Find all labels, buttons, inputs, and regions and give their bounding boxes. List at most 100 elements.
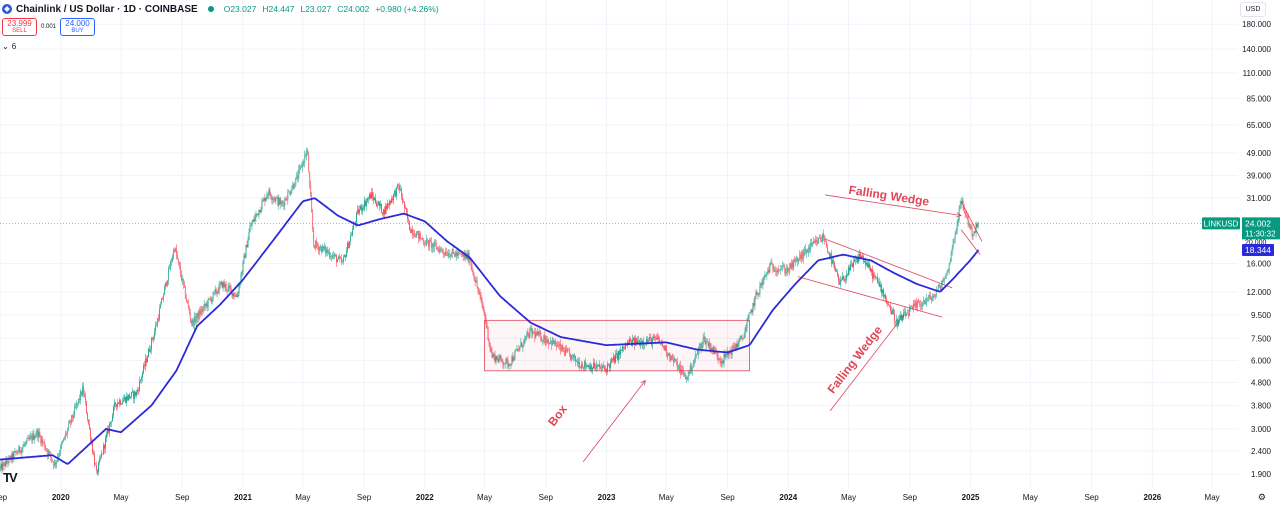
candle-body xyxy=(791,261,793,269)
candle-body xyxy=(381,203,382,213)
indicators-toggle[interactable]: ⌄ 6 xyxy=(2,42,16,51)
candle-body xyxy=(561,345,563,351)
candle-body xyxy=(122,401,123,404)
candle-body xyxy=(35,435,37,438)
candle-body xyxy=(655,337,656,339)
candle-body xyxy=(504,363,506,365)
candle-body xyxy=(234,296,236,297)
candle-body xyxy=(221,281,223,288)
candle-body xyxy=(149,348,150,352)
candle-body xyxy=(811,243,813,245)
candle-body xyxy=(601,367,602,369)
candle-body xyxy=(586,365,587,367)
candle-body xyxy=(647,339,648,343)
candle-body xyxy=(788,271,790,272)
candle-body xyxy=(822,233,824,242)
candle-body xyxy=(820,237,822,241)
candle-body xyxy=(99,458,100,463)
candle-body xyxy=(220,281,222,285)
candle-body xyxy=(828,252,830,253)
candle-body xyxy=(963,208,965,212)
candle-body xyxy=(247,239,249,248)
candle-body xyxy=(568,350,570,351)
candle-body xyxy=(388,203,389,206)
buy-button[interactable]: 24.000 BUY xyxy=(60,18,96,36)
candle-body xyxy=(711,347,713,350)
candle-body xyxy=(476,280,478,288)
candle-body xyxy=(486,324,488,327)
sell-button[interactable]: 23.999 SELL xyxy=(2,18,37,36)
candle-body xyxy=(329,251,331,258)
candle-body xyxy=(493,354,495,356)
candle-body xyxy=(826,241,828,248)
candle-body xyxy=(136,392,137,396)
candle-body xyxy=(369,194,370,199)
candle-body xyxy=(784,266,786,274)
candle-body xyxy=(66,433,68,434)
price-tick-label: 31.000 xyxy=(1247,194,1272,203)
time-tick-label: Sep xyxy=(903,493,918,502)
candle-body xyxy=(612,359,613,361)
candle-body xyxy=(614,356,615,363)
candle-body xyxy=(896,319,897,323)
candle-body xyxy=(294,186,296,188)
time-axis[interactable]: Sep 2020 May Sep 2021 May Sep 2022 May Sep 2023 May… xyxy=(0,493,1220,502)
candle-body xyxy=(849,267,850,271)
candle-body xyxy=(690,364,692,372)
candle-body xyxy=(889,304,890,307)
candle-body xyxy=(861,255,862,258)
candle-body xyxy=(261,201,263,210)
candle-body xyxy=(405,208,406,209)
candle-body xyxy=(314,245,316,248)
candle-body xyxy=(681,369,683,371)
candle-body xyxy=(771,262,773,265)
sell-label: SELL xyxy=(12,28,27,34)
candle-body xyxy=(708,342,710,347)
candle-body xyxy=(858,256,859,263)
candle-body xyxy=(717,356,719,360)
symbol-title[interactable]: Chainlink / US Dollar · 1D · COINBASE xyxy=(16,3,198,15)
candle-body xyxy=(288,191,290,193)
candle-body xyxy=(695,354,697,356)
candle-body xyxy=(658,339,660,343)
price-tick-label: 65.000 xyxy=(1247,121,1272,130)
candle-body xyxy=(576,361,578,362)
tradingview-logo-icon[interactable]: TV xyxy=(3,470,18,485)
candle-body xyxy=(423,243,425,245)
candle-body xyxy=(398,184,399,186)
candle-body xyxy=(307,150,309,155)
grid-lines xyxy=(0,0,1238,488)
settings-gear-icon[interactable]: ⚙ xyxy=(1257,492,1266,502)
candle-body xyxy=(245,245,247,258)
price-axis[interactable]: 180.000 140.000 110.000 85.000 65.000 49.000 3… xyxy=(1242,20,1271,479)
candle-body xyxy=(440,248,442,250)
candle-body xyxy=(895,321,896,323)
candle-body xyxy=(469,261,471,263)
candle-body xyxy=(964,211,966,213)
candle-body xyxy=(13,452,15,459)
candle-body xyxy=(936,289,938,291)
candle-body xyxy=(901,315,902,321)
candle-body xyxy=(650,337,651,338)
candle-body xyxy=(299,167,301,170)
candle-body xyxy=(216,291,218,294)
close-value: C24.002 xyxy=(337,4,370,14)
spread-value: 0.001 xyxy=(41,24,57,30)
candle-body xyxy=(848,267,849,275)
price-tick-label: 49.000 xyxy=(1247,149,1272,158)
candle-body xyxy=(352,229,353,236)
candle-body xyxy=(311,196,313,213)
candle-body xyxy=(584,361,585,369)
candle-body xyxy=(533,331,535,333)
candle-body xyxy=(651,337,652,345)
candle-body xyxy=(946,271,948,273)
candle-body xyxy=(935,289,937,295)
currency-selector[interactable]: USD xyxy=(1240,2,1266,17)
candle-body xyxy=(840,279,841,285)
candle-body xyxy=(926,298,928,300)
candle-body xyxy=(477,287,479,292)
candle-body xyxy=(107,428,108,435)
annotation-arrow xyxy=(829,315,904,412)
